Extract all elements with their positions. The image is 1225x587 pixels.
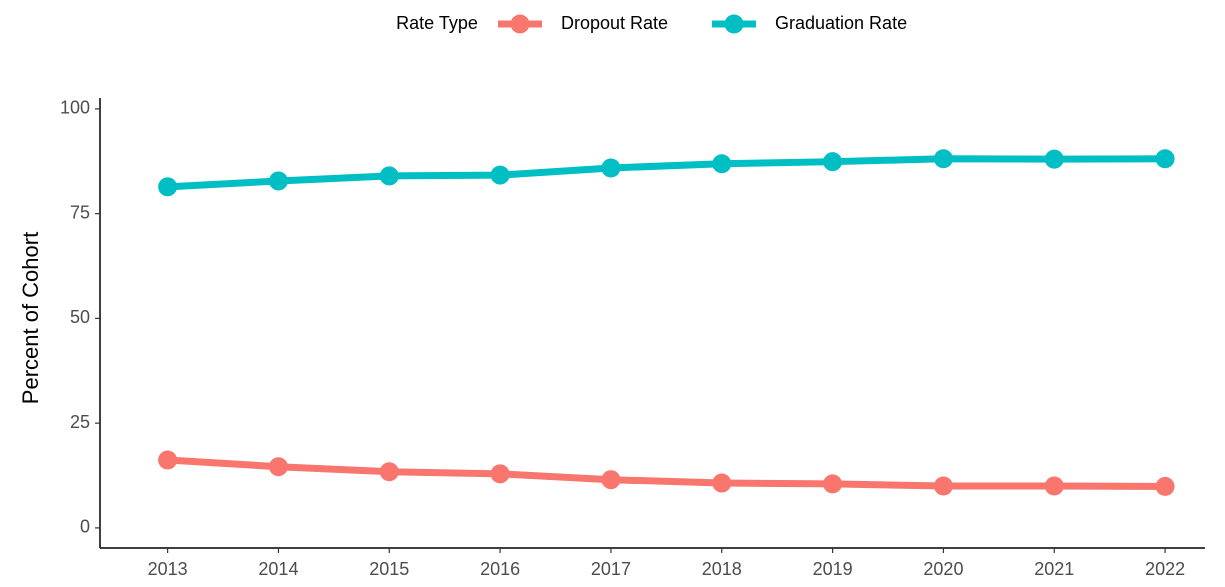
x-tick-label: 2021 <box>1034 559 1074 579</box>
series-line <box>167 456 1166 490</box>
data-point <box>1044 149 1064 169</box>
data-point <box>933 149 953 169</box>
data-point <box>158 450 178 470</box>
data-point <box>601 158 621 178</box>
x-tick-label: 2013 <box>148 559 188 579</box>
data-point <box>823 152 843 172</box>
y-tick-label: 50 <box>70 307 90 327</box>
x-tick-label: 2018 <box>702 559 742 579</box>
series-line <box>167 155 1166 191</box>
data-point <box>933 476 953 496</box>
data-point <box>490 464 510 484</box>
data-point <box>1155 476 1175 496</box>
data-point <box>490 165 510 185</box>
data-point <box>268 171 288 191</box>
legend-label: Graduation Rate <box>775 13 907 33</box>
data-point <box>158 177 178 197</box>
x-tick-label: 2017 <box>591 559 631 579</box>
y-tick-label: 100 <box>60 98 90 118</box>
x-tick-label: 2022 <box>1145 559 1185 579</box>
y-axis-label: Percent of Cohort <box>18 232 43 404</box>
y-tick-label: 25 <box>70 412 90 432</box>
x-tick-label: 2014 <box>258 559 298 579</box>
y-tick-label: 75 <box>70 202 90 222</box>
data-point <box>601 470 621 490</box>
x-tick-label: 2020 <box>923 559 963 579</box>
x-tick-label: 2015 <box>369 559 409 579</box>
data-point <box>379 166 399 186</box>
data-point <box>379 462 399 482</box>
data-point <box>712 473 732 493</box>
x-tick-label: 2016 <box>480 559 520 579</box>
legend-key-point <box>724 14 744 34</box>
y-tick-label: 0 <box>80 517 90 537</box>
legend-label: Dropout Rate <box>561 13 668 33</box>
data-point <box>268 457 288 477</box>
data-point <box>823 474 843 494</box>
data-point <box>1155 149 1175 169</box>
legend-key-point <box>510 14 530 34</box>
data-point <box>712 154 732 174</box>
legend-title: Rate Type <box>396 13 478 33</box>
data-point <box>1044 476 1064 496</box>
x-tick-label: 2019 <box>813 559 853 579</box>
